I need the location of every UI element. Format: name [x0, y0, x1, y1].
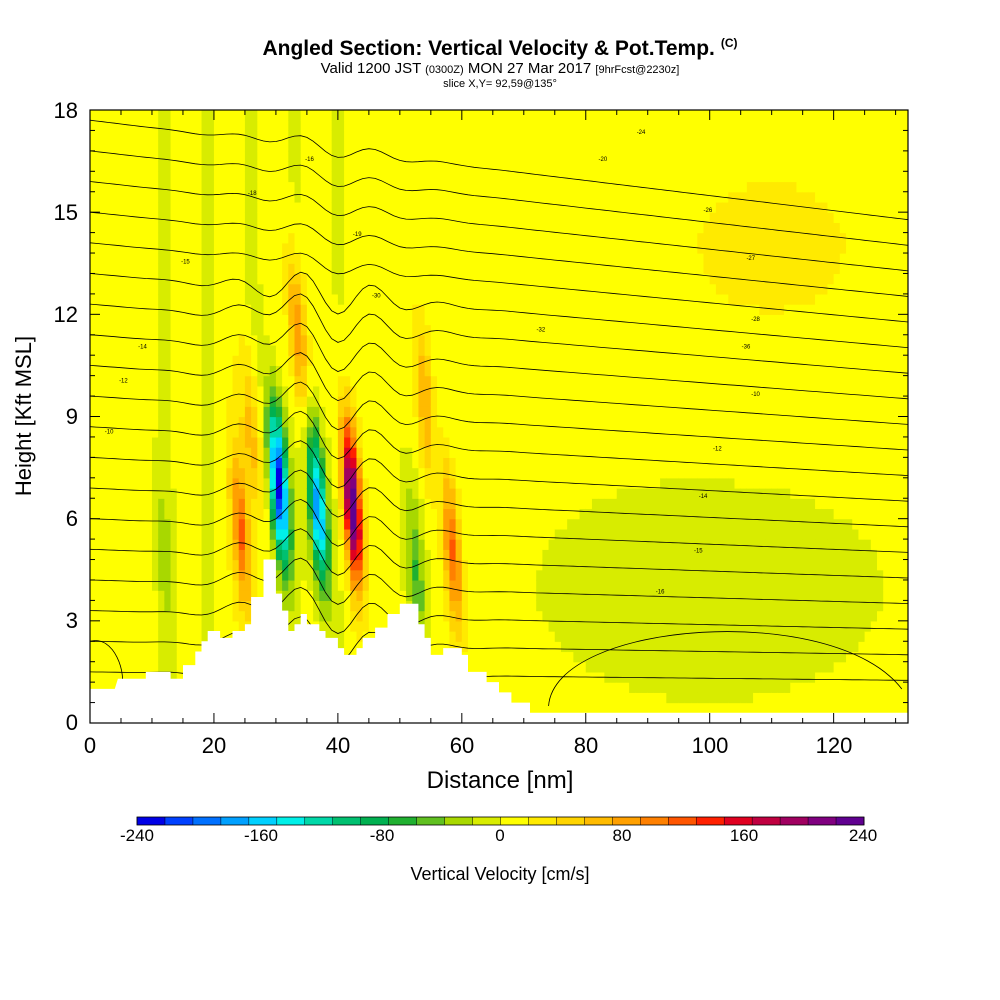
chart-subtitle: Valid 1200 JST (0300Z) MON 27 Mar 2017 [… [0, 60, 1000, 77]
colorbar-swatch [584, 817, 613, 825]
y-tick-label: 6 [65, 506, 78, 531]
colorbar-tick-label: -160 [243, 826, 279, 845]
colorbar-tick-label: 160 [729, 826, 759, 845]
isentrope-label: -32 [536, 327, 545, 333]
x-tick-label: 0 [83, 733, 97, 758]
y-tick-label: 18 [53, 98, 78, 123]
valid-utc: (0300Z) [425, 64, 464, 76]
colorbar-tick-label: 0 [495, 826, 505, 845]
colorbar-swatch [612, 817, 641, 825]
x-tick-label: 80 [573, 733, 599, 758]
colorbar-swatch [416, 817, 445, 825]
slice-info: slice X,Y= 92,59@135° [443, 78, 557, 90]
x-tick-label: 40 [325, 733, 351, 758]
isentrope-label: -18 [248, 191, 257, 197]
isentrope-label: -12 [713, 447, 722, 453]
isentrope-label: -14 [138, 344, 147, 350]
colorbar-tick-label: 240 [848, 826, 878, 845]
colorbar-swatch [696, 817, 725, 825]
valid-prefix: Valid 1200 JST [320, 60, 421, 77]
chart-title-unit: (C) [720, 36, 738, 50]
x-tick-label: 120 [815, 733, 853, 758]
colorbar-swatch [500, 817, 529, 825]
isentrope-label: -15 [694, 549, 703, 555]
isentrope-label: -20 [599, 157, 608, 163]
y-tick-label: 9 [65, 404, 78, 429]
chart-title: Angled Section: Vertical Velocity & Pot.… [0, 36, 1000, 61]
isentrope-label: -28 [751, 317, 760, 323]
y-tick-label: 12 [53, 302, 78, 327]
x-tick-label: 60 [449, 733, 475, 758]
isentrope-label: -27 [746, 256, 755, 262]
colorbar-swatch [220, 817, 250, 825]
y-tick-label: 0 [65, 710, 78, 735]
isentrope-label: -15 [181, 259, 190, 265]
colorbar-swatch [724, 817, 753, 825]
y-tick-label: 15 [53, 200, 78, 225]
x-axis-label: Distance [nm] [426, 767, 574, 794]
x-tick-label: 20 [201, 733, 227, 758]
isentrope-label: -12 [119, 378, 128, 384]
colorbar-swatch [444, 817, 473, 825]
valid-date: MON 27 Mar 2017 [467, 60, 592, 77]
colorbar-tick-label: -80 [369, 826, 395, 845]
colorbar-swatch [164, 817, 194, 825]
colorbar-swatch [332, 817, 362, 825]
colorbar-swatch [668, 817, 697, 825]
colorbar-tick-label: -240 [119, 826, 155, 845]
colorbar-swatch [276, 817, 306, 825]
x-tick-label: 100 [691, 733, 729, 758]
isentrope-label: -10 [751, 392, 760, 398]
colorbar-swatch [248, 817, 278, 825]
colorbar-swatch [360, 817, 390, 825]
colorbar-tick-label: 80 [612, 826, 632, 845]
colorbar-swatch [388, 817, 418, 825]
chart-title-text: Angled Section: Vertical Velocity & Pot.… [262, 37, 715, 60]
colorbar-swatch [752, 817, 781, 825]
colorbar-swatch [192, 817, 222, 825]
terrain-mask [90, 559, 908, 723]
isentrope-label: -30 [372, 293, 381, 299]
colorbar-swatch [556, 817, 585, 825]
colorbar-swatch [137, 817, 166, 825]
isentrope-label: -24 [637, 130, 646, 136]
colorbar-swatch [640, 817, 669, 825]
y-axis-label: Height [Kft MSL] [11, 335, 36, 497]
isentrope-label: -14 [699, 494, 708, 500]
colorbar-swatch [780, 817, 809, 825]
isentrope-label: -10 [105, 430, 114, 436]
colorbar-swatch [836, 817, 865, 825]
isentrope-label: -16 [305, 157, 314, 163]
axis-tick-marks [89, 109, 908, 724]
isentrope-label: -19 [353, 232, 362, 238]
colorbar-swatch [304, 817, 334, 825]
colorbar [136, 816, 865, 826]
colorbar-swatch [528, 817, 557, 825]
colorbar-swatch [472, 817, 501, 825]
isentrope-label: -36 [742, 344, 751, 350]
y-tick-label: 3 [65, 608, 78, 633]
forecast-tag: [9hrFcst@2230z] [595, 64, 680, 76]
isentrope-label: -26 [704, 208, 713, 214]
isentrope-label: -16 [656, 590, 665, 596]
colorbar-label: Vertical Velocity [cm/s] [410, 864, 590, 884]
colorbar-swatch [808, 817, 837, 825]
